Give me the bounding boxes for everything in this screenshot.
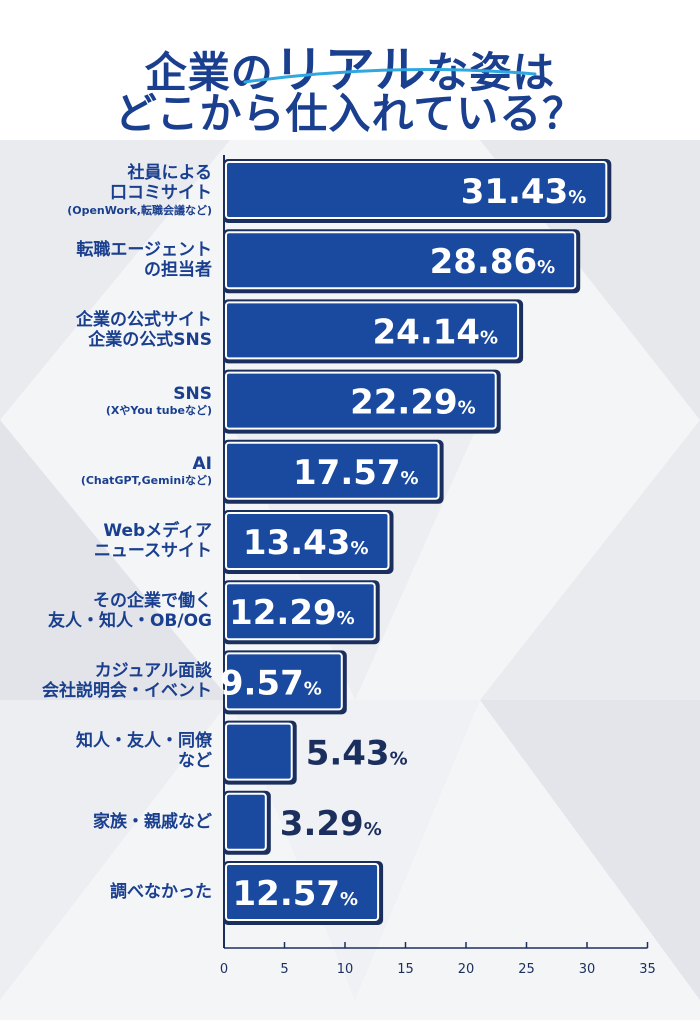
- value-unit: %: [390, 749, 408, 770]
- bar: [225, 863, 380, 921]
- value-number: 13.43: [243, 523, 351, 563]
- category-label-line: 友人・知人・OB/OG: [47, 611, 212, 632]
- value-unit: %: [337, 608, 355, 629]
- category-label-line: SNS: [173, 383, 212, 404]
- category-label-line: 家族・親戚など: [93, 811, 212, 832]
- value-unit: %: [350, 538, 368, 559]
- bar: [225, 582, 376, 641]
- category-label-line: 会社説明会・イベント: [42, 681, 212, 702]
- category-label-line: 企業の公式サイト: [76, 309, 212, 330]
- bar: [225, 441, 440, 500]
- value-number: 31.43: [461, 172, 569, 212]
- bar: [225, 371, 497, 430]
- bar-group: [223, 580, 380, 645]
- value-number: 28.86: [430, 242, 538, 282]
- bar: [225, 231, 577, 290]
- title-pre: 企業の: [144, 48, 274, 97]
- value-label: 12.29%: [229, 593, 355, 633]
- bar-group: [223, 720, 297, 785]
- category-label-line: ニュースサイト: [93, 540, 212, 561]
- value-number: 9.57: [220, 663, 304, 703]
- x-tick-label: 20: [458, 962, 475, 977]
- value-label: 31.43%: [461, 172, 587, 212]
- category-label: AI (ChatGPT,Geminiなど): [81, 454, 212, 488]
- category-label-line: 企業の公式SNS: [88, 330, 212, 351]
- bar-group: [223, 510, 394, 574]
- bar-group: [223, 650, 347, 715]
- x-tick-label: 25: [518, 962, 535, 977]
- value-number: 12.57: [233, 874, 341, 914]
- value-number: 24.14: [373, 312, 481, 352]
- value-unit: %: [340, 889, 358, 910]
- value-unit: %: [480, 327, 498, 348]
- category-label-line: 調べなかった: [110, 882, 212, 902]
- value-unit: %: [458, 398, 476, 419]
- value-label: 12.57%: [233, 874, 359, 914]
- value-label: 9.57%: [220, 663, 322, 703]
- value-number: 5.43: [306, 734, 390, 774]
- page-title-line2: どこから仕入れている？: [114, 89, 586, 138]
- bar-group: [223, 439, 444, 504]
- value-label: 28.86%: [430, 242, 556, 282]
- bar: [225, 301, 520, 360]
- category-label: カジュアル面談 会社説明会・イベント: [42, 661, 212, 702]
- category-label-line: カジュアル面談: [94, 660, 212, 681]
- value-unit: %: [401, 468, 419, 489]
- x-tick-label: 15: [397, 962, 414, 977]
- category-label-sub: (OpenWork,転職会議など): [67, 203, 212, 217]
- category-label-line: 知人・友人・同僚: [76, 731, 212, 752]
- bar-group: [223, 159, 612, 223]
- value-label: 24.14%: [373, 312, 499, 352]
- category-label: 転職エージェント の担当者: [76, 240, 212, 281]
- value-label: 13.43%: [243, 523, 369, 563]
- value-number: 12.29: [229, 593, 337, 633]
- bar: [225, 792, 267, 851]
- category-label-sub: (XやYou tubeなど): [105, 403, 212, 417]
- bar: [225, 512, 390, 570]
- x-tick-label: 10: [337, 962, 354, 977]
- category-label: 企業の公式サイト 企業の公式SNS: [76, 310, 212, 351]
- x-tick-label: 30: [579, 962, 596, 977]
- x-tick-label: 5: [280, 962, 288, 977]
- title-accent-swoosh: [243, 68, 537, 84]
- category-label-line: AI: [192, 453, 212, 474]
- value-number: 17.57: [293, 453, 401, 493]
- category-label: 社員による 口コミサイト (OpenWork,転職会議など): [67, 163, 212, 217]
- bar-group: [223, 369, 501, 434]
- value-number: 22.29: [350, 383, 458, 423]
- value-label: 5.43%: [306, 734, 408, 774]
- value-number: 3.29: [280, 804, 364, 844]
- value-unit: %: [537, 257, 555, 278]
- value-unit: %: [304, 678, 322, 699]
- category-label: その企業で働く 友人・知人・OB/OG: [48, 591, 212, 632]
- bar-group: [223, 229, 581, 294]
- category-label-line: など: [178, 751, 212, 772]
- value-label: 3.29%: [280, 804, 382, 844]
- category-label-line: 社員による: [127, 163, 213, 183]
- category-label-line: 口コミサイト: [110, 183, 212, 204]
- category-label-line: その企業で働く: [93, 590, 212, 611]
- value-unit: %: [364, 819, 382, 840]
- category-label: 家族・親戚など: [93, 812, 212, 832]
- value-unit: %: [568, 187, 586, 208]
- category-label-line: Webメディア: [103, 520, 212, 541]
- value-label: 22.29%: [350, 383, 476, 423]
- x-tick-label: 35: [639, 962, 656, 977]
- bar: [225, 161, 608, 219]
- category-label: Webメディア ニュースサイト: [94, 521, 212, 562]
- category-label: SNS (XやYou tubeなど): [106, 384, 212, 418]
- category-label: 調べなかった: [110, 882, 212, 902]
- category-label-line: 転職エージェント: [76, 239, 212, 260]
- bar-group: [223, 790, 271, 855]
- bar-group: [223, 299, 524, 364]
- bar: [225, 722, 293, 781]
- bar: [225, 652, 343, 711]
- bar-group: [223, 861, 384, 925]
- x-tick-label: 0: [220, 962, 228, 977]
- category-label-line: の担当者: [144, 260, 212, 281]
- value-label: 17.57%: [293, 453, 419, 493]
- category-label-sub: (ChatGPT,Geminiなど): [80, 474, 212, 488]
- category-label: 知人・友人・同僚 など: [76, 731, 212, 772]
